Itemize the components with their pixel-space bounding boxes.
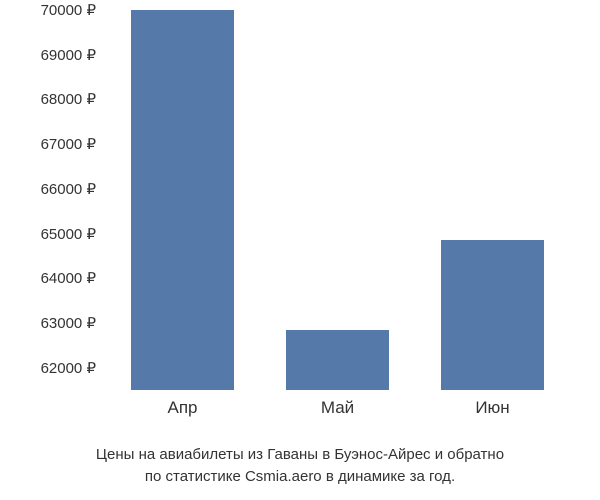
y-tick-label: 62000 ₽: [41, 359, 96, 377]
bar: [286, 330, 390, 390]
bar-slot: [105, 10, 260, 390]
x-axis-label: Апр: [105, 398, 260, 418]
x-axis-label: Май: [260, 398, 415, 418]
bar: [441, 240, 545, 390]
bar-slot: [260, 10, 415, 390]
y-tick-label: 66000 ₽: [41, 180, 96, 198]
y-tick-label: 64000 ₽: [41, 269, 96, 287]
caption-line-2: по статистике Csmia.aero в динамике за г…: [145, 468, 455, 485]
caption-line-1: Цены на авиабилеты из Гаваны в Буэнос-Ай…: [96, 446, 504, 463]
y-tick-label: 67000 ₽: [41, 135, 96, 153]
x-axis: АпрМайИюн: [105, 398, 570, 418]
x-axis-label: Июн: [415, 398, 570, 418]
y-axis: 62000 ₽ 63000 ₽ 64000 ₽ 65000 ₽ 66000 ₽ 67000…: [20, 10, 100, 390]
y-tick-label: 70000 ₽: [41, 1, 96, 19]
y-tick-label: 65000 ₽: [41, 225, 96, 243]
y-tick-label: 68000 ₽: [41, 90, 96, 108]
bar: [131, 10, 235, 390]
y-tick-label: 63000 ₽: [41, 314, 96, 332]
chart-caption: Цены на авиабилеты из Гаваны в Буэнос-Ай…: [20, 444, 580, 488]
bar-slot: [415, 10, 570, 390]
price-chart: 62000 ₽ 63000 ₽ 64000 ₽ 65000 ₽ 66000 ₽ 67000…: [0, 0, 600, 500]
plot-area: 62000 ₽63000 ₽64000 ₽65000 ₽66000 ₽67000…: [105, 10, 570, 390]
bars-container: [105, 10, 570, 390]
y-tick-label: 69000 ₽: [41, 46, 96, 64]
